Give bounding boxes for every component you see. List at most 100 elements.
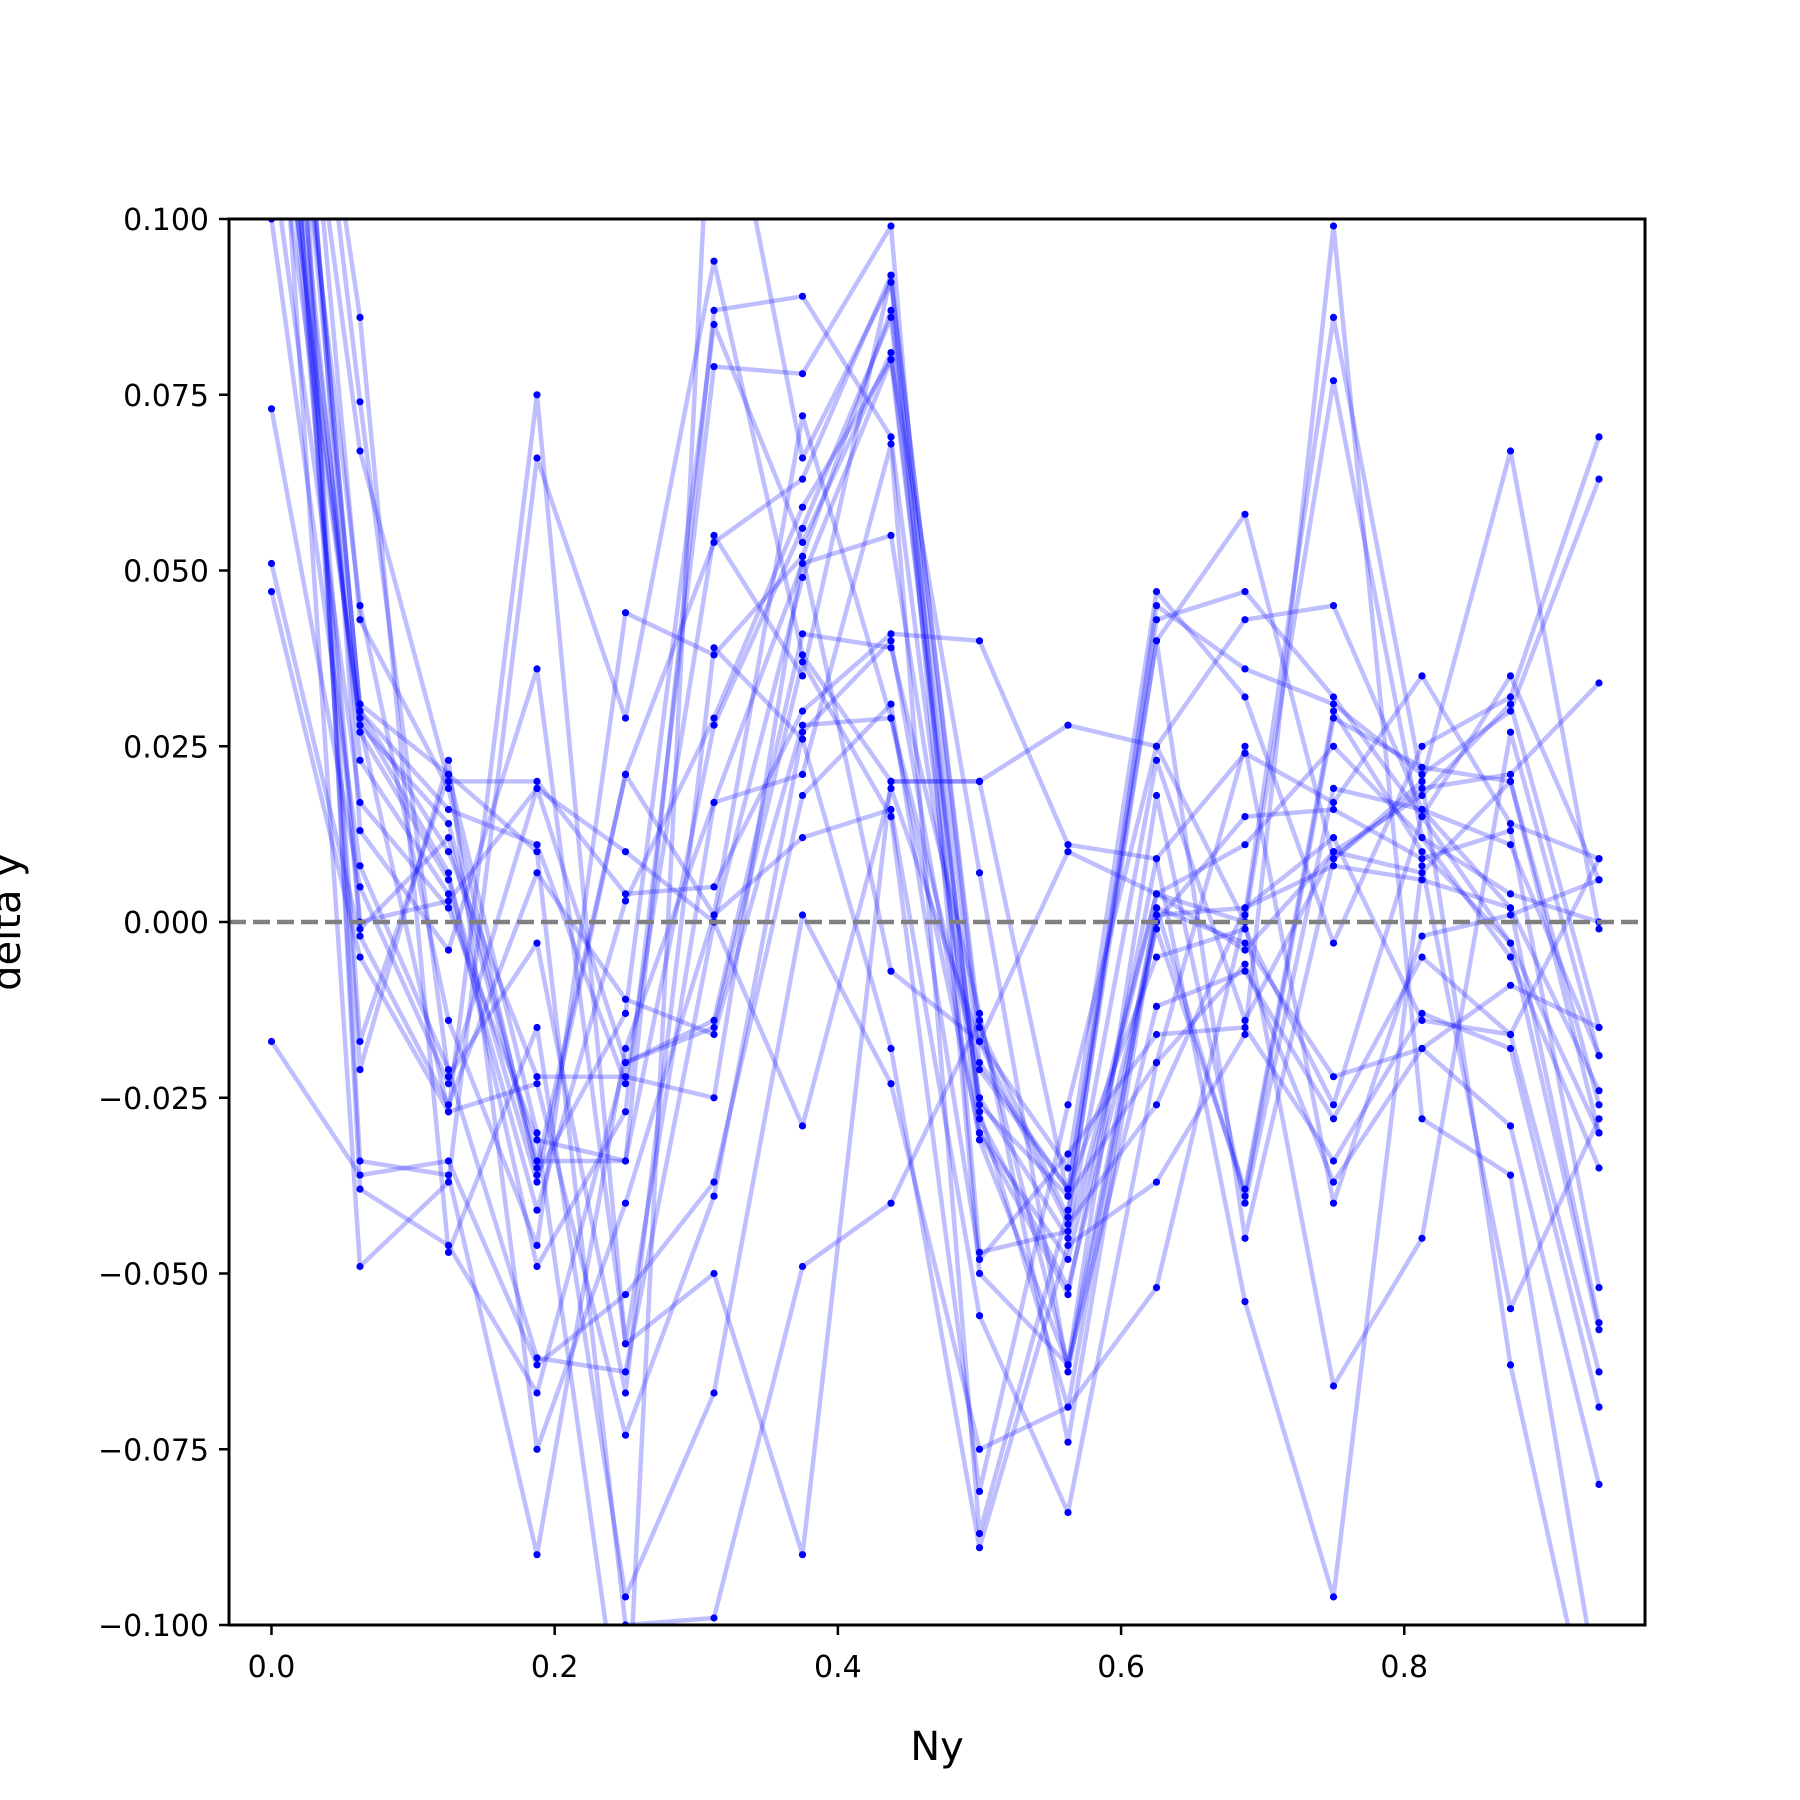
data-point bbox=[533, 1136, 541, 1144]
data-point bbox=[1595, 1319, 1603, 1327]
data-point bbox=[798, 1122, 807, 1130]
series-1 bbox=[310, 219, 1603, 1625]
data-point bbox=[356, 1157, 364, 1165]
data-point bbox=[444, 820, 453, 828]
data-point bbox=[1152, 855, 1161, 863]
data-point bbox=[1241, 693, 1249, 701]
data-point bbox=[621, 890, 630, 898]
data-point bbox=[798, 651, 807, 659]
data-point bbox=[1506, 890, 1515, 898]
data-point bbox=[798, 454, 807, 462]
data-point bbox=[1329, 862, 1338, 870]
data-point bbox=[1241, 946, 1249, 954]
data-point bbox=[710, 651, 718, 659]
data-point bbox=[621, 848, 630, 856]
data-point bbox=[1506, 1122, 1515, 1130]
data-point bbox=[798, 292, 807, 300]
data-point bbox=[1506, 1030, 1515, 1039]
data-point bbox=[1595, 1164, 1603, 1172]
data-point bbox=[356, 953, 364, 961]
data-point bbox=[356, 798, 364, 807]
data-point bbox=[533, 665, 541, 673]
data-point bbox=[1152, 1178, 1161, 1186]
data-point bbox=[975, 1037, 984, 1046]
data-point bbox=[1329, 939, 1338, 947]
data-point bbox=[1506, 1305, 1515, 1313]
series-line bbox=[294, 219, 1602, 1262]
data-point bbox=[533, 1164, 541, 1172]
data-point bbox=[887, 1080, 895, 1088]
data-point bbox=[798, 658, 807, 666]
data-point bbox=[444, 770, 453, 779]
data-point bbox=[1241, 1192, 1249, 1200]
y-tick-label: 0.100 bbox=[123, 203, 209, 238]
data-point bbox=[1595, 1403, 1603, 1411]
data-point bbox=[267, 588, 276, 596]
data-point bbox=[710, 1030, 718, 1039]
data-point bbox=[1064, 1368, 1072, 1376]
series-line bbox=[326, 219, 1602, 1600]
data-point bbox=[444, 1066, 453, 1074]
data-point bbox=[710, 1192, 718, 1200]
data-point bbox=[798, 630, 807, 638]
data-point bbox=[621, 1080, 630, 1088]
data-point bbox=[533, 1262, 541, 1271]
data-point bbox=[1064, 1284, 1072, 1292]
data-point bbox=[1152, 588, 1161, 596]
data-point bbox=[444, 784, 453, 793]
series-6 bbox=[288, 219, 1603, 1271]
series-15 bbox=[267, 700, 1603, 1411]
data-point bbox=[975, 1016, 984, 1024]
data-point bbox=[533, 1354, 541, 1362]
data-point bbox=[356, 602, 364, 610]
data-point bbox=[621, 1073, 630, 1081]
data-point bbox=[710, 1094, 718, 1102]
data-point bbox=[444, 1080, 453, 1088]
data-point bbox=[444, 890, 453, 898]
series-line bbox=[269, 591, 1602, 1438]
series-line bbox=[295, 219, 1602, 1368]
data-point bbox=[356, 398, 364, 406]
series-line bbox=[269, 562, 1602, 1331]
series-line bbox=[299, 219, 1600, 1625]
data-point bbox=[1595, 475, 1603, 483]
data-point bbox=[1241, 588, 1249, 596]
data-point bbox=[1064, 848, 1072, 856]
y-tick-label: 0.000 bbox=[123, 906, 209, 941]
data-point bbox=[1418, 742, 1426, 750]
data-point bbox=[1418, 862, 1426, 870]
data-point bbox=[1064, 1101, 1072, 1109]
data-point bbox=[533, 869, 541, 877]
data-point bbox=[1595, 855, 1603, 863]
data-point bbox=[1418, 763, 1426, 771]
data-point bbox=[1506, 953, 1515, 961]
data-point bbox=[1329, 1157, 1338, 1165]
data-point bbox=[975, 1059, 984, 1067]
data-point bbox=[533, 1178, 541, 1186]
data-point bbox=[887, 306, 895, 314]
data-point bbox=[887, 777, 895, 786]
data-point bbox=[975, 1248, 984, 1256]
data-point bbox=[710, 1016, 718, 1024]
data-point bbox=[356, 925, 364, 933]
data-point bbox=[1241, 904, 1249, 912]
data-point bbox=[1595, 1087, 1603, 1095]
data-point bbox=[621, 1044, 630, 1053]
x-tick-label: 0.2 bbox=[531, 1650, 579, 1685]
data-point bbox=[1418, 953, 1426, 961]
data-point bbox=[1506, 728, 1515, 736]
data-point bbox=[1506, 820, 1515, 828]
data-point bbox=[533, 454, 541, 462]
data-point bbox=[798, 475, 807, 483]
data-point bbox=[1329, 855, 1338, 863]
data-point bbox=[887, 805, 895, 814]
y-axis-label: delta y bbox=[0, 853, 30, 991]
data-point bbox=[1064, 841, 1072, 849]
data-point bbox=[1506, 707, 1515, 715]
data-point bbox=[1418, 876, 1426, 884]
data-point bbox=[356, 1262, 364, 1271]
data-point bbox=[621, 1593, 630, 1601]
data-point bbox=[1152, 1059, 1161, 1067]
data-point bbox=[1064, 1220, 1072, 1228]
data-point bbox=[356, 700, 364, 708]
